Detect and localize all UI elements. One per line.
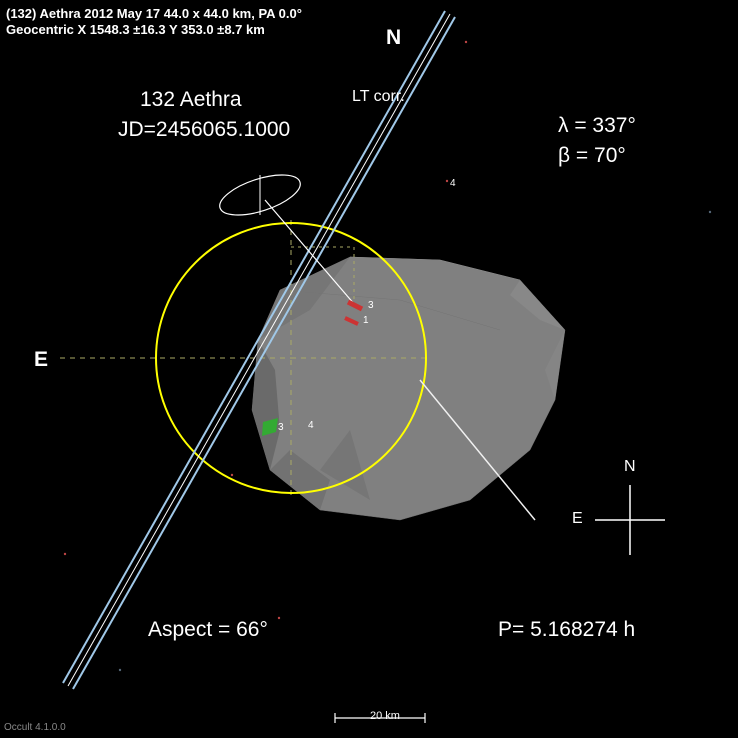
- marker-4b: 4: [308, 420, 314, 431]
- marker-3a: 3: [368, 300, 374, 311]
- lt-corr-label: LT corr.: [352, 88, 405, 106]
- compass-north: N: [624, 458, 636, 476]
- software-version: Occult 4.1.0.0: [4, 722, 66, 733]
- marker-3b: 3: [278, 422, 284, 433]
- marker-4a: 4: [450, 178, 456, 189]
- period-label: P= 5.168274 h: [498, 618, 635, 642]
- compass-east: E: [572, 510, 583, 528]
- scale-label: 20 km: [370, 710, 400, 722]
- pole-beta: β = 70°: [558, 144, 626, 168]
- pole-lambda: λ = 337°: [558, 114, 636, 138]
- marker-1: 1: [363, 315, 369, 326]
- julian-date: JD=2456065.1000: [118, 118, 290, 142]
- asteroid-model-view: (132) Aethra 2012 May 17 44.0 x 44.0 km,…: [0, 0, 738, 738]
- north-label: N: [386, 26, 401, 50]
- east-label: E: [34, 348, 48, 372]
- aspect-label: Aspect = 66°: [148, 618, 268, 642]
- object-name: 132 Aethra: [140, 88, 242, 112]
- header-line-2: Geocentric X 1548.3 ±16.3 Y 353.0 ±8.7 k…: [6, 22, 265, 37]
- asteroid-shape: [252, 257, 565, 520]
- header-line-1: (132) Aethra 2012 May 17 44.0 x 44.0 km,…: [6, 6, 302, 21]
- compass-cross: [595, 485, 665, 555]
